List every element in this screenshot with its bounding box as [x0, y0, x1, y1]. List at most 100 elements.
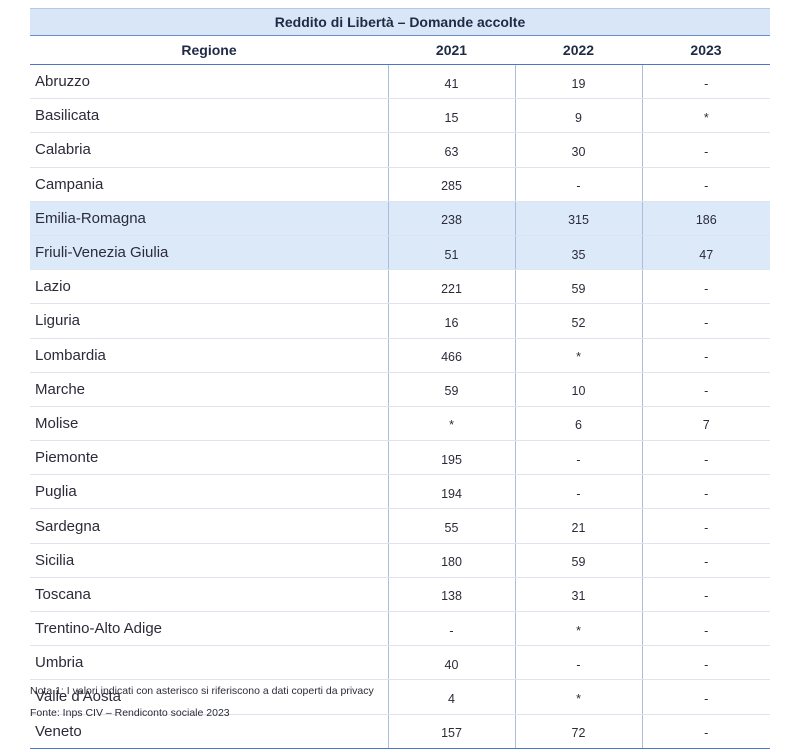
table-row: Friuli-Venezia Giulia 51 35 47	[30, 235, 770, 271]
region-cell: Molise	[30, 406, 388, 442]
region-cell: Lazio	[30, 269, 388, 305]
value-2021-cell: 238	[387, 201, 515, 236]
region-cell: Calabria	[30, 132, 388, 168]
table-row: Calabria 63 30-	[30, 132, 770, 168]
value-2022-cell: *	[514, 679, 642, 715]
value-2021-cell: 180	[387, 543, 515, 578]
value-2023-cell: 7	[641, 406, 770, 442]
value-2023-cell: -	[641, 474, 770, 510]
table-row: Basilicata 15 9 *	[30, 98, 770, 134]
table-row: Sicilia 180 59-	[30, 543, 770, 578]
value-2021-cell: *	[387, 406, 515, 442]
value-2021-cell: 16	[387, 303, 515, 339]
value-2021-cell: 194	[387, 474, 515, 510]
table-row: Lombardia 466 * -	[30, 338, 770, 373]
header-regione: Regione	[30, 35, 388, 65]
table-body: Abruzzo 41 19- Basilicata 15 9 * Calabria 63 30- C…	[30, 64, 770, 749]
table-row: Lazio 221 59-	[30, 269, 770, 305]
region-cell: Umbria	[30, 645, 388, 681]
reddito-liberta-table: Reddito di Libertà – Domande accolte Reg…	[30, 8, 770, 749]
value-2023-cell: -	[641, 645, 770, 681]
table-row: Trentino-Alto Adige - * -	[30, 611, 770, 647]
value-2023-cell: 47	[641, 235, 770, 271]
region-cell: Friuli-Venezia Giulia	[30, 235, 388, 271]
value-2023-cell: 186	[641, 201, 770, 236]
header-2021: 2021	[388, 35, 515, 65]
value-2022-cell: 52	[514, 303, 642, 339]
value-2023-cell: -	[641, 269, 770, 305]
value-2021-cell: 466	[387, 338, 515, 373]
value-2023-cell: -	[641, 64, 770, 100]
table-header-row: Regione 2021 2022 2023	[30, 35, 770, 65]
value-2023-cell: -	[641, 679, 770, 715]
value-2021-cell: 63	[387, 132, 515, 168]
region-cell: Lombardia	[30, 338, 388, 373]
value-2022-cell: 9	[514, 98, 642, 134]
table-notes: Nota 1: I valori indicati con asterisco …	[30, 680, 374, 724]
value-2022-cell: -	[514, 167, 642, 202]
region-cell: Valle d'Aosta	[30, 679, 388, 715]
region-cell: Puglia	[30, 474, 388, 510]
value-2021-cell: 221	[387, 269, 515, 305]
value-2022-cell: 59	[514, 543, 642, 578]
region-cell: Marche	[30, 372, 388, 407]
value-2022-cell: -	[514, 440, 642, 476]
value-2022-cell: 6	[514, 406, 642, 442]
source-note: Fonte: Inps CIV – Rendiconto sociale 202…	[30, 707, 230, 719]
value-2022-cell: 21	[514, 508, 642, 544]
value-2021-cell: 15	[387, 98, 515, 134]
region-cell: Liguria	[30, 303, 388, 339]
value-2023-cell: -	[641, 132, 770, 168]
region-cell: Basilicata	[30, 98, 388, 134]
region-cell: Sicilia	[30, 543, 388, 578]
data-table-container: Reddito di Libertà – Domande accolte Reg…	[30, 8, 770, 749]
table-title-row: Reddito di Libertà – Domande accolte	[30, 8, 770, 36]
value-2021-cell: 51	[387, 235, 515, 271]
table-row: Emilia-Romagna 238 315 186	[30, 201, 770, 236]
value-2023-cell: -	[641, 577, 770, 613]
table-row: Piemonte 195- -	[30, 440, 770, 476]
value-2022-cell: 19	[514, 64, 642, 100]
value-2022-cell: *	[514, 611, 642, 647]
value-2022-cell: 10	[514, 372, 642, 407]
value-2022-cell: 31	[514, 577, 642, 613]
region-cell: Toscana	[30, 577, 388, 613]
value-2023-cell: *	[641, 98, 770, 134]
region-cell: Piemonte	[30, 440, 388, 476]
value-2023-cell: -	[641, 714, 770, 749]
value-2023-cell: -	[641, 440, 770, 476]
value-2021-cell: 55	[387, 508, 515, 544]
value-2022-cell: -	[514, 645, 642, 681]
region-cell: Trentino-Alto Adige	[30, 611, 388, 647]
value-2021-cell: 195	[387, 440, 515, 476]
region-cell: Sardegna	[30, 508, 388, 544]
table-row: Campania 285- -	[30, 167, 770, 202]
value-2023-cell: -	[641, 543, 770, 578]
privacy-note: Nota 1: I valori indicati con asterisco …	[30, 685, 374, 697]
header-2023: 2023	[642, 35, 770, 65]
table-row: Toscana 138 31-	[30, 577, 770, 613]
table-row: Marche 59 10-	[30, 372, 770, 407]
table-row: Liguria 16 52-	[30, 303, 770, 339]
header-2022: 2022	[515, 35, 642, 65]
table-title: Reddito di Libertà – Domande accolte	[30, 8, 770, 36]
value-2023-cell: -	[641, 611, 770, 647]
value-2021-cell: 285	[387, 167, 515, 202]
value-2021-cell: 40	[387, 645, 515, 681]
table-row: Puglia 194- -	[30, 474, 770, 510]
table-row: Valle d'Aosta 4 * -	[30, 679, 770, 715]
table-row: Abruzzo 41 19-	[30, 64, 770, 100]
value-2022-cell: 35	[514, 235, 642, 271]
value-2021-cell: 4	[387, 679, 515, 715]
value-2023-cell: -	[641, 338, 770, 373]
table-row: Molise * 6 7	[30, 406, 770, 442]
value-2022-cell: 72	[514, 714, 642, 749]
table-row: Umbria 40- -	[30, 645, 770, 681]
region-cell: Abruzzo	[30, 64, 388, 100]
value-2022-cell: 315	[514, 201, 642, 236]
region-cell: Campania	[30, 167, 388, 202]
value-2021-cell: 138	[387, 577, 515, 613]
value-2022-cell: 30	[514, 132, 642, 168]
value-2022-cell: *	[514, 338, 642, 373]
value-2023-cell: -	[641, 167, 770, 202]
